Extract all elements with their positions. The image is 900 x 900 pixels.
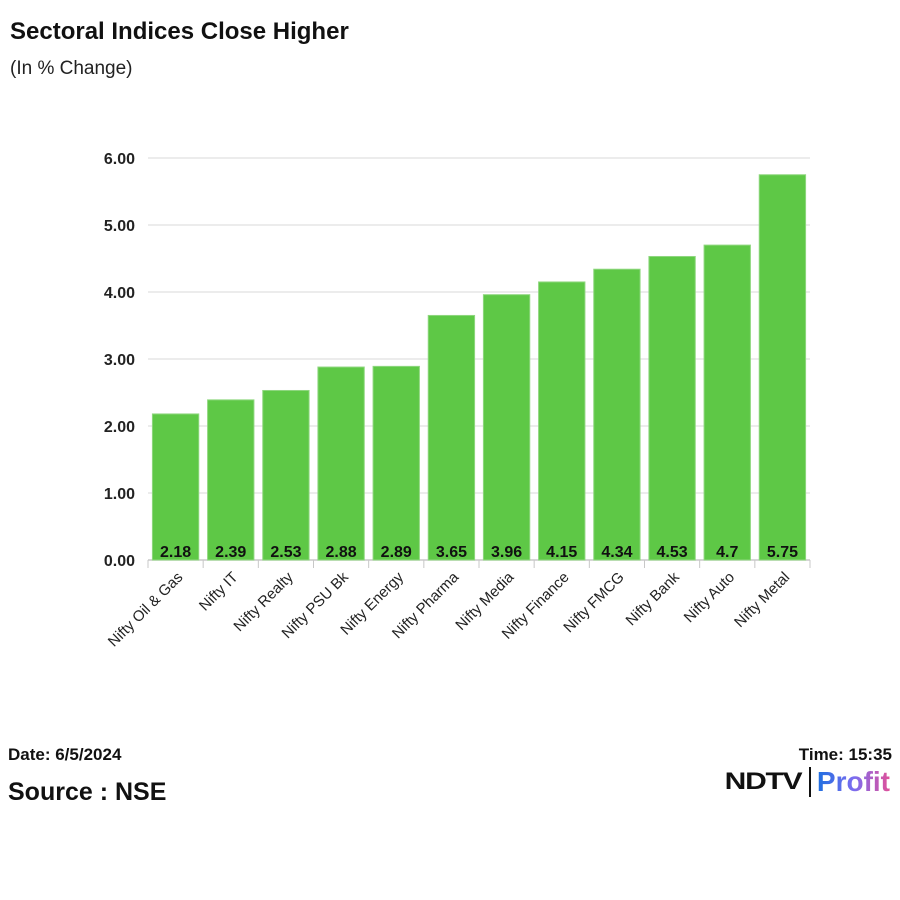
chart-subtitle: (In % Change) [10,58,133,79]
y-tick-label: 0.00 [104,553,135,570]
data-label: 3.96 [491,544,522,561]
logo-separator [808,767,811,797]
bar [703,244,751,561]
bar [262,389,310,561]
data-label: 2.53 [270,544,301,561]
data-label: 4.34 [601,544,632,561]
x-tick-label: Nifty Bank [623,568,684,629]
bar [593,268,641,561]
data-label: 4.53 [657,544,688,561]
x-tick-label: Nifty Auto [681,569,738,626]
bar [317,366,365,561]
y-tick-label: 4.00 [104,285,135,302]
data-label: 5.75 [767,544,798,561]
data-label: 2.89 [381,544,412,561]
bar [758,174,807,561]
bar [482,294,531,561]
date-label: Date: 6/5/2024 [8,745,122,764]
x-tick-label: Nifty Oil & Gas [105,569,187,651]
ndtv-profit-logo: NDTV Profit [724,766,890,798]
bar [372,365,420,561]
bar [427,314,476,561]
logo-ndtv: NDTV [724,768,802,795]
y-tick-label: 5.00 [104,218,135,235]
y-tick-label: 1.00 [104,486,135,503]
bar-chart: 0.00 1.00 2.00 3.00 4.00 5.00 6.00 2.18 Nifty Oi… [104,151,811,651]
data-label: 2.18 [160,544,191,561]
data-label: 2.88 [326,544,357,561]
x-tick-label: Nifty IT [196,569,242,615]
x-tick-label: Nifty Metal [731,569,793,631]
y-tick-label: 3.00 [104,352,135,369]
logo-profit: Profit [816,766,890,797]
bar [207,399,255,561]
bar [538,281,586,561]
y-tick-label: 6.00 [104,151,135,168]
data-label: 4.15 [546,544,577,561]
y-tick-label: 2.00 [104,419,135,436]
source-label: Source : NSE [8,778,167,806]
data-label: 2.39 [215,544,246,561]
time-label: Time: 15:35 [798,745,892,764]
data-label: 3.65 [436,544,467,561]
data-label: 4.7 [716,544,738,561]
chart-title: Sectoral Indices Close Higher [10,18,349,45]
bar [648,255,696,561]
bar [151,413,200,561]
